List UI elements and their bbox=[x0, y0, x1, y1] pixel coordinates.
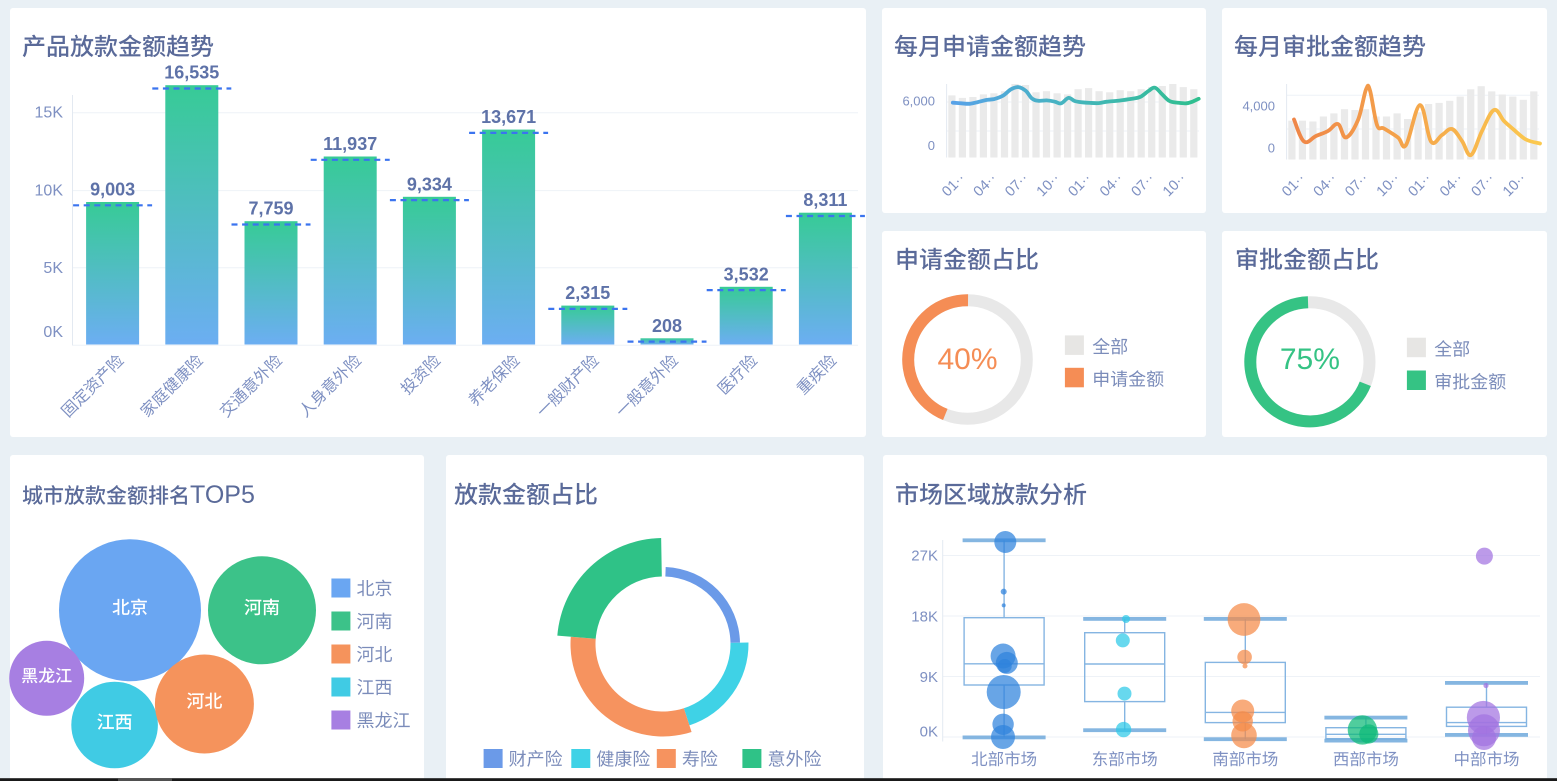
svg-text:75%: 75% bbox=[1280, 343, 1340, 376]
svg-text:3,532: 3,532 bbox=[724, 264, 769, 284]
svg-text:4,000: 4,000 bbox=[1242, 99, 1275, 114]
svg-text:10K: 10K bbox=[35, 183, 64, 200]
svg-text:0: 0 bbox=[928, 138, 935, 153]
svg-text:27K: 27K bbox=[911, 548, 938, 565]
svg-text:15K: 15K bbox=[35, 105, 64, 122]
svg-text:TOP5: TOP5 bbox=[190, 481, 255, 509]
svg-text:13,671: 13,671 bbox=[481, 107, 536, 127]
svg-text:208: 208 bbox=[652, 316, 682, 336]
svg-text:0K: 0K bbox=[43, 324, 63, 341]
svg-text:8,311: 8,311 bbox=[803, 190, 847, 210]
svg-text:0: 0 bbox=[1268, 141, 1275, 156]
svg-text:11,937: 11,937 bbox=[323, 134, 377, 154]
svg-text:2,315: 2,315 bbox=[565, 283, 610, 303]
svg-text:9,003: 9,003 bbox=[90, 180, 135, 200]
svg-text:0K: 0K bbox=[920, 724, 938, 741]
svg-text:9,334: 9,334 bbox=[407, 174, 452, 194]
svg-text:16,535: 16,535 bbox=[164, 63, 219, 83]
svg-text:5K: 5K bbox=[43, 260, 63, 277]
svg-text:9K: 9K bbox=[920, 669, 938, 686]
svg-text:18K: 18K bbox=[911, 609, 938, 626]
svg-text:6,000: 6,000 bbox=[902, 93, 935, 108]
svg-text:7,759: 7,759 bbox=[248, 199, 293, 219]
svg-text:40%: 40% bbox=[937, 343, 997, 376]
